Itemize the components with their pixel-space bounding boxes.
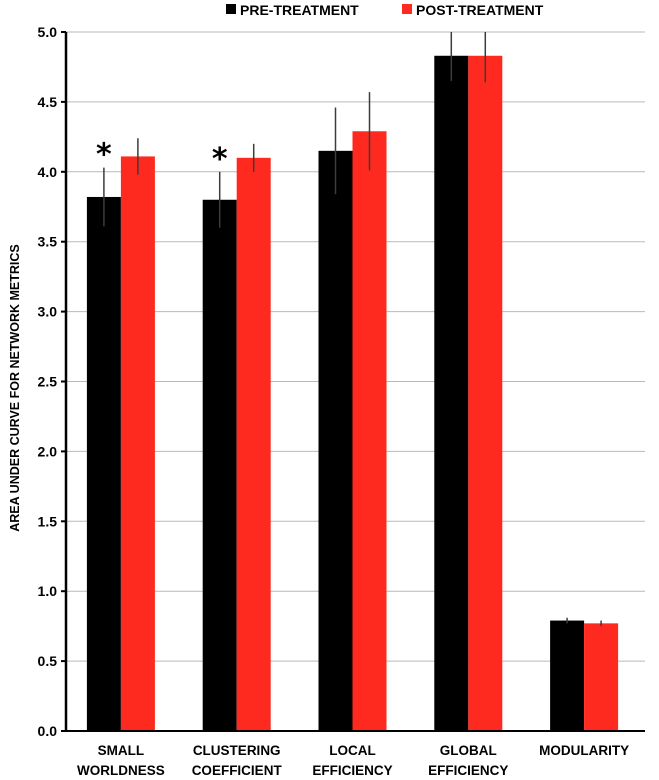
y-tick-labels: 0.0 0.5 1.0 1.5 2.0 2.5 3.0 3.5 4.0 4.5 5.0 (38, 24, 58, 739)
y-axis-title: AREA UNDER CURVE FOR NETWORK METRICS (8, 244, 22, 532)
axes (64, 32, 645, 732)
legend-label-post: POST-TREATMENT (416, 2, 544, 18)
y-tick-label: 0.0 (38, 723, 58, 739)
bar-pre-0 (86, 196, 121, 732)
x-category-label: MODULARITY (539, 743, 629, 758)
x-category-labels: SMALL WORLDNESS CLUSTERING COEFFICIENT LOCAL… (77, 743, 629, 778)
bar-pre-4 (550, 620, 585, 731)
y-tick-label: 2.0 (38, 443, 58, 459)
bar-post-2 (352, 131, 387, 731)
bars (86, 55, 619, 732)
y-tick-label: 1.5 (38, 513, 58, 529)
legend: PRE-TREATMENT POST-TREATMENT (226, 2, 544, 18)
y-tick-label: 2.5 (38, 374, 58, 390)
legend-swatch-post (402, 4, 412, 14)
error-bars (103, 32, 602, 627)
x-category-label: EFFICIENCY (312, 763, 392, 778)
bar-post-3 (468, 55, 503, 732)
x-category-label: SMALL (98, 743, 145, 758)
x-category-label: EFFICIENCY (428, 763, 508, 778)
bar-pre-2 (318, 150, 353, 731)
y-tick-label: 3.5 (38, 234, 58, 250)
bar-post-0 (120, 156, 155, 731)
bar-post-1 (236, 157, 271, 731)
significance-asterisk: * (96, 138, 112, 173)
y-tick-label: 5.0 (38, 24, 58, 40)
bar-pre-3 (434, 55, 469, 732)
significance-annotations: * * (96, 138, 228, 177)
significance-asterisk: * (212, 142, 228, 177)
legend-label-pre: PRE-TREATMENT (240, 2, 359, 18)
x-category-label: WORLDNESS (77, 763, 165, 778)
bar-post-4 (584, 623, 619, 731)
y-tick-label: 1.0 (38, 583, 58, 599)
y-tick-label: 4.5 (38, 94, 58, 110)
x-category-label: GLOBAL (440, 743, 497, 758)
y-tick-label: 3.0 (38, 304, 58, 320)
x-category-label: CLUSTERING (193, 743, 281, 758)
legend-swatch-pre (226, 4, 236, 14)
x-category-label: LOCAL (329, 743, 376, 758)
x-category-label: COEFFICIENT (192, 763, 283, 778)
y-tick-label: 4.0 (38, 164, 58, 180)
bar-pre-1 (202, 199, 237, 731)
y-tick-label: 0.5 (38, 653, 58, 669)
